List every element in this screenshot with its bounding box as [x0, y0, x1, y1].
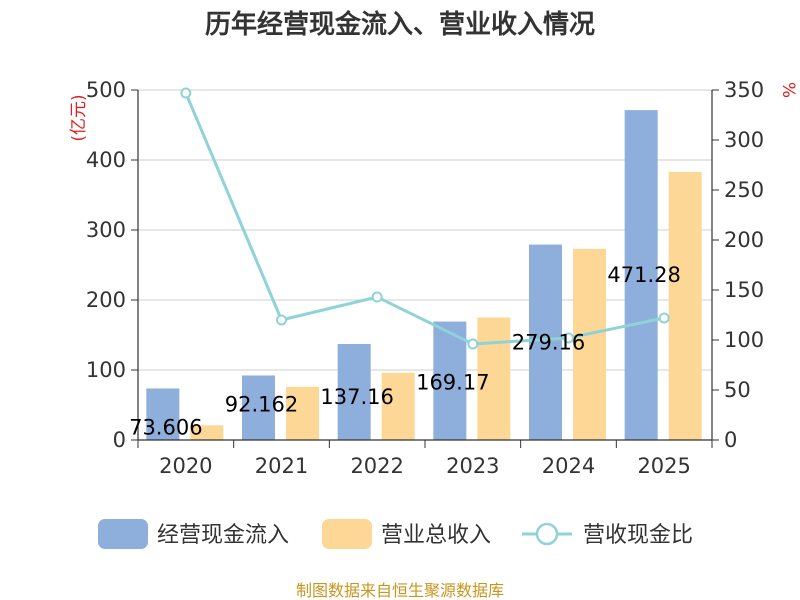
- bar-cash-inflow: [624, 110, 658, 440]
- ratio-point: [467, 338, 479, 350]
- legend-label-cash-inflow: 经营现金流入: [157, 523, 289, 548]
- bar-cash-inflow: [337, 343, 371, 440]
- legend: 经营现金流入 营业总收入 营收现金比: [98, 519, 693, 549]
- legend-label-ratio: 营收现金比: [583, 523, 693, 548]
- left-tick-label: 500: [86, 78, 126, 102]
- legend-marker-ratio: [535, 522, 559, 546]
- right-tick-label: 250: [724, 178, 764, 202]
- left-tick-label: 0: [113, 428, 126, 452]
- bar-cash-inflow: [433, 321, 467, 440]
- legend-swatch-cash-inflow: [98, 519, 148, 549]
- right-tick-label: 200: [724, 228, 764, 252]
- left-tick-label: 100: [86, 358, 126, 382]
- x-tick-label: 2021: [255, 454, 308, 478]
- ratio-point: [276, 314, 287, 326]
- data-label: 471.28: [607, 263, 680, 287]
- x-tick-label: 2020: [159, 454, 212, 478]
- right-tick-label: 350: [724, 78, 764, 102]
- left-tick-label: 300: [86, 218, 126, 242]
- data-labels: 73.606 92.162 137.16 169.17 279.16 471.28: [129, 263, 681, 439]
- right-tick-label: 300: [724, 128, 764, 152]
- bar-revenue: [190, 425, 224, 440]
- x-tick-label: 2023: [446, 454, 499, 478]
- ratio-line-path: [184, 92, 665, 346]
- source-note: 制图数据来自恒生聚源数据库: [296, 581, 504, 600]
- left-tick-label: 200: [86, 288, 126, 312]
- legend-label-revenue: 营业总收入: [381, 523, 491, 548]
- x-tick-label: 2025: [637, 454, 690, 478]
- ratio-point: [180, 87, 192, 99]
- data-label: 137.16: [320, 385, 393, 409]
- bar-revenue: [286, 386, 319, 440]
- bar-revenue: [668, 171, 702, 440]
- bar-cash-inflow: [242, 375, 275, 440]
- bar-revenue: [477, 317, 511, 440]
- x-tick-label: 2022: [350, 454, 403, 478]
- right-tick-label: 0: [724, 428, 737, 452]
- data-label: 73.606: [129, 415, 202, 439]
- left-axis-unit: (亿元): [69, 94, 89, 141]
- right-tick-label: 150: [724, 278, 764, 302]
- chart-title: 历年经营现金流入、营业收入情况: [205, 9, 595, 40]
- bar-revenue: [381, 372, 415, 440]
- data-label: 169.17: [416, 371, 489, 395]
- ratio-point: [658, 312, 670, 324]
- ratio-point: [371, 291, 383, 303]
- data-label: 279.16: [512, 331, 585, 355]
- right-tick-label: 50: [724, 378, 751, 402]
- ratio-point: [563, 332, 574, 344]
- bar-cash-inflow: [146, 388, 180, 440]
- bar-revenue: [573, 248, 606, 440]
- x-tick-label: 2024: [542, 454, 595, 478]
- ratio-line: [180, 87, 670, 350]
- axes: 0 100 200 300 400 500 0 50 100 150 200 250 300 350 202…: [86, 78, 764, 478]
- bars: [146, 110, 702, 440]
- right-tick-label: 100: [724, 328, 764, 352]
- left-tick-label: 400: [86, 148, 126, 172]
- legend-swatch-revenue: [322, 519, 372, 549]
- data-label: 92.162: [225, 392, 298, 416]
- bar-cash-inflow: [529, 244, 562, 440]
- right-axis-unit: %: [778, 82, 798, 98]
